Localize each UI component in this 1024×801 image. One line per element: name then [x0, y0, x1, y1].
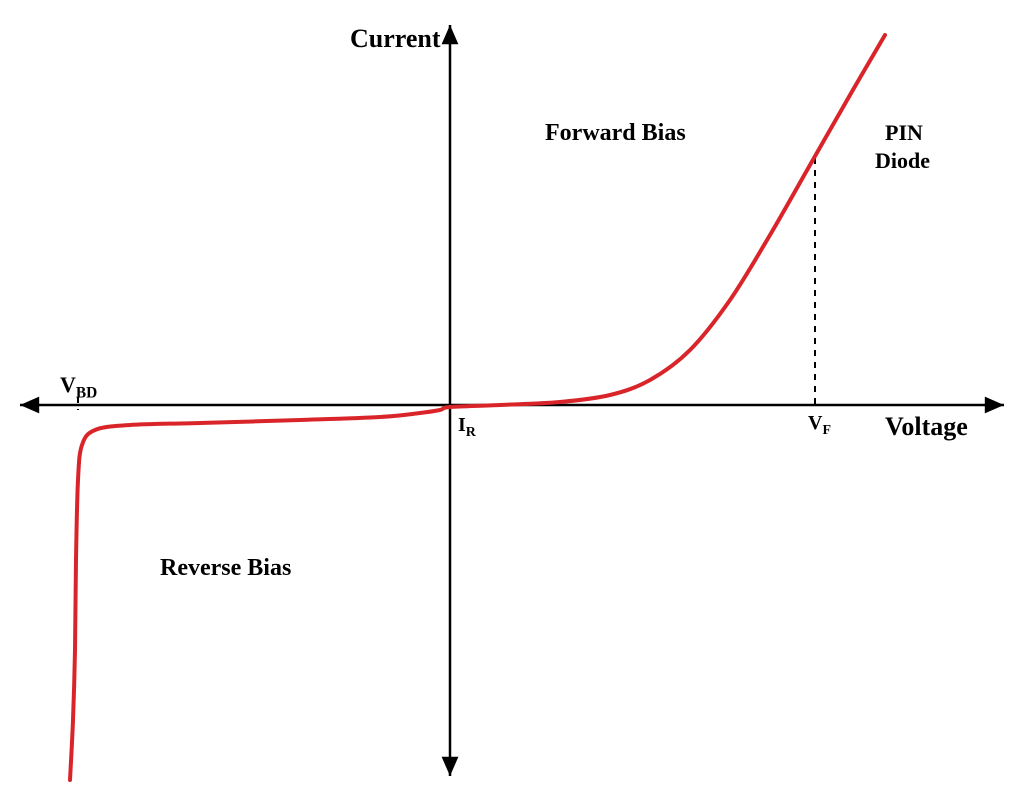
diode-iv-chart	[0, 0, 1024, 801]
vbd-label: VBD	[60, 372, 97, 402]
ir-label: IR	[458, 414, 476, 441]
pin-diode-label-line1: PIN	[885, 120, 923, 146]
ir-sub: R	[466, 425, 476, 440]
x-axis-title: Voltage	[885, 412, 968, 442]
reverse-bias-label: Reverse Bias	[160, 555, 291, 582]
pin-diode-label-line2: Diode	[875, 148, 930, 174]
ir-main: I	[458, 414, 466, 436]
vbd-main: V	[60, 372, 76, 397]
y-axis-title: Current	[350, 24, 441, 54]
vbd-sub: BD	[76, 384, 97, 401]
vf-label: VF	[808, 412, 831, 439]
vf-sub: F	[822, 423, 831, 438]
vf-main: V	[808, 412, 822, 434]
forward-bias-label: Forward Bias	[545, 120, 686, 147]
iv-curve	[70, 35, 885, 780]
